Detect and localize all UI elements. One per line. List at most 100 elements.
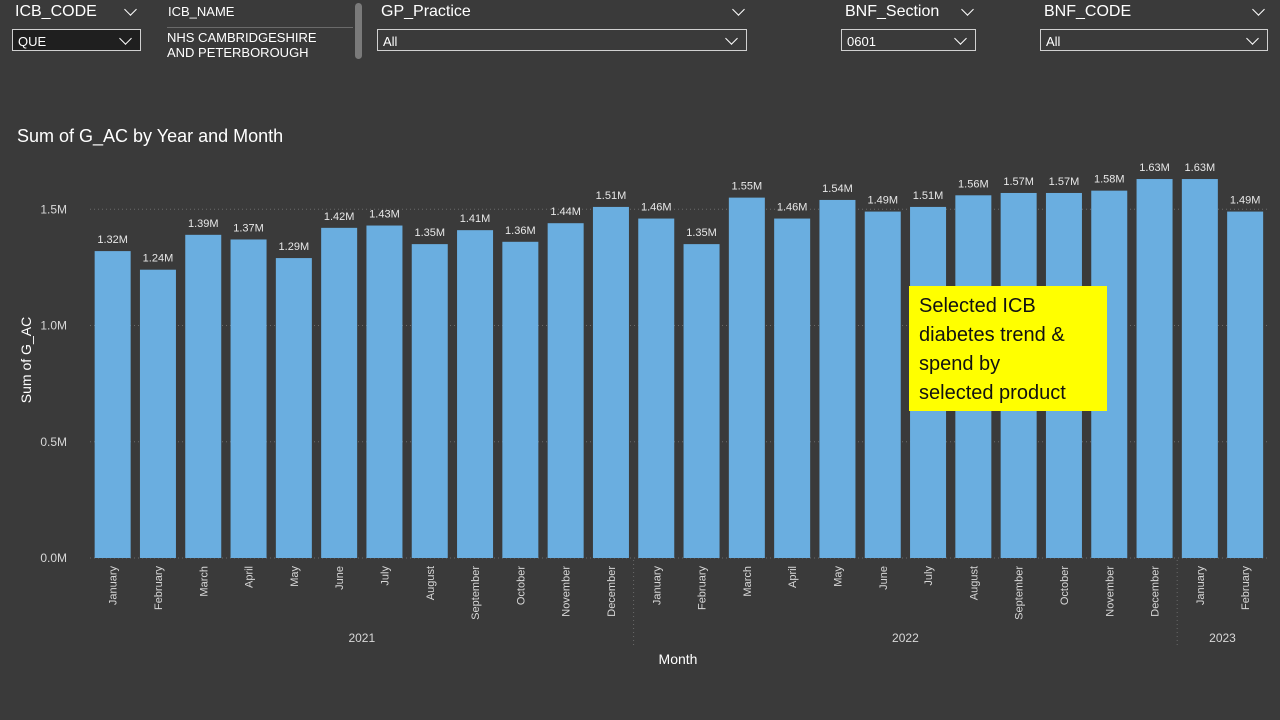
x-tick-label: February — [153, 566, 165, 611]
data-label: 1.37M — [233, 222, 264, 234]
data-label: 1.41M — [460, 213, 491, 225]
bar — [94, 251, 131, 558]
bar — [592, 206, 629, 559]
bnf-code-dropdown[interactable]: All — [1040, 29, 1268, 51]
y-axis-title: Sum of G_AC — [18, 317, 34, 403]
data-label: 1.51M — [913, 190, 944, 202]
data-label: 1.44M — [550, 206, 581, 218]
bnf-section-label: BNF_Section — [845, 3, 940, 20]
year-label: 2021 — [348, 631, 375, 645]
data-label: 1.49M — [867, 195, 898, 207]
x-tick-label: December — [606, 566, 618, 617]
data-label: 1.49M — [1230, 195, 1261, 207]
data-label: 1.35M — [414, 227, 445, 239]
bnf-section-value: 0601 — [847, 34, 876, 49]
x-tick-label: January — [108, 566, 120, 606]
chart-title: Sum of G_AC by Year and Month — [17, 126, 284, 146]
icb-name-list-item[interactable]: NHS CAMBRIDGESHIRE AND PETERBOROUGH — [167, 27, 355, 60]
x-tick-label: June — [878, 566, 890, 590]
x-tick-label: January — [1195, 566, 1207, 606]
bar — [683, 244, 720, 558]
data-label: 1.43M — [369, 209, 400, 221]
data-label: 1.42M — [324, 211, 355, 223]
x-tick-label: August — [425, 566, 437, 600]
y-tick-label: 0.0M — [40, 551, 67, 565]
x-tick-label: August — [968, 566, 980, 600]
y-tick-label: 1.0M — [40, 319, 67, 333]
data-label: 1.54M — [822, 183, 853, 195]
gp-practice-label: GP_Practice — [381, 3, 471, 20]
x-tick-label: November — [1104, 566, 1116, 617]
x-tick-label: February — [1240, 566, 1252, 611]
y-tick-label: 1.5M — [40, 202, 67, 216]
x-tick-label: September — [1014, 566, 1026, 620]
scrollbar[interactable] — [355, 3, 362, 59]
year-label: 2023 — [1209, 631, 1236, 645]
bar — [411, 244, 448, 558]
bnf-code-label: BNF_CODE — [1044, 3, 1132, 20]
data-label: 1.46M — [641, 202, 672, 214]
bar — [819, 199, 856, 558]
icb-code-value: QUE — [18, 34, 47, 49]
x-tick-label: May — [832, 566, 844, 587]
bnf-section-dropdown[interactable]: 0601 — [841, 29, 976, 51]
bnf-code-value: All — [1046, 34, 1061, 49]
data-label: 1.57M — [1049, 176, 1080, 188]
bar — [321, 227, 358, 558]
x-tick-label: March — [742, 566, 754, 597]
bar — [502, 241, 539, 559]
year-label: 2022 — [892, 631, 919, 645]
bar — [1181, 179, 1218, 558]
bar — [728, 197, 765, 558]
icb-code-dropdown[interactable]: QUE — [12, 29, 141, 51]
x-tick-label: May — [289, 566, 301, 587]
gp-practice-value: All — [383, 34, 398, 49]
bar — [275, 258, 312, 558]
x-tick-label: June — [334, 566, 346, 590]
x-tick-label: January — [651, 566, 663, 606]
bar — [185, 234, 222, 558]
x-tick-label: July — [379, 566, 391, 586]
x-tick-label: February — [697, 566, 709, 611]
icb-name-value-line1: NHS CAMBRIDGESHIRE — [167, 30, 317, 45]
annotation-line: spend by — [919, 353, 1001, 375]
bar — [366, 225, 403, 558]
x-tick-label: March — [198, 566, 210, 597]
icb-name-label: ICB_NAME — [168, 4, 235, 19]
data-label: 1.56M — [958, 178, 989, 190]
x-tick-label: April — [787, 566, 799, 588]
data-label: 1.57M — [1003, 176, 1034, 188]
annotation-line: selected product — [919, 382, 1066, 404]
x-tick-label: October — [515, 566, 527, 605]
x-tick-label: December — [1150, 566, 1162, 617]
data-label: 1.46M — [777, 202, 808, 214]
bar — [139, 269, 176, 558]
bar — [774, 218, 811, 559]
bar — [230, 239, 267, 558]
data-label: 1.35M — [686, 227, 717, 239]
x-tick-label: July — [923, 566, 935, 586]
data-label: 1.32M — [97, 234, 128, 246]
x-tick-label: October — [1059, 566, 1071, 605]
bar — [1227, 211, 1264, 558]
bar — [638, 218, 675, 559]
annotation-line: diabetes trend & — [919, 324, 1065, 346]
x-tick-label: September — [470, 566, 482, 620]
y-tick-label: 0.5M — [40, 435, 67, 449]
data-label: 1.29M — [279, 241, 310, 253]
x-tick-label: November — [561, 566, 573, 617]
data-label: 1.24M — [143, 253, 174, 265]
gp-practice-dropdown[interactable]: All — [377, 29, 747, 51]
divider — [167, 27, 353, 28]
data-label: 1.55M — [732, 181, 763, 193]
data-label: 1.63M — [1139, 162, 1170, 174]
x-axis-title: Month — [659, 651, 698, 667]
data-label: 1.51M — [596, 190, 627, 202]
annotation-callout: Selected ICB diabetes trend & spend by s… — [909, 286, 1107, 411]
icb-name-value-line2: AND PETERBOROUGH — [167, 45, 309, 60]
data-label: 1.63M — [1185, 162, 1216, 174]
data-label: 1.36M — [505, 225, 536, 237]
annotation-line: Selected ICB — [919, 295, 1036, 317]
data-label: 1.39M — [188, 218, 219, 230]
bar — [547, 223, 584, 558]
